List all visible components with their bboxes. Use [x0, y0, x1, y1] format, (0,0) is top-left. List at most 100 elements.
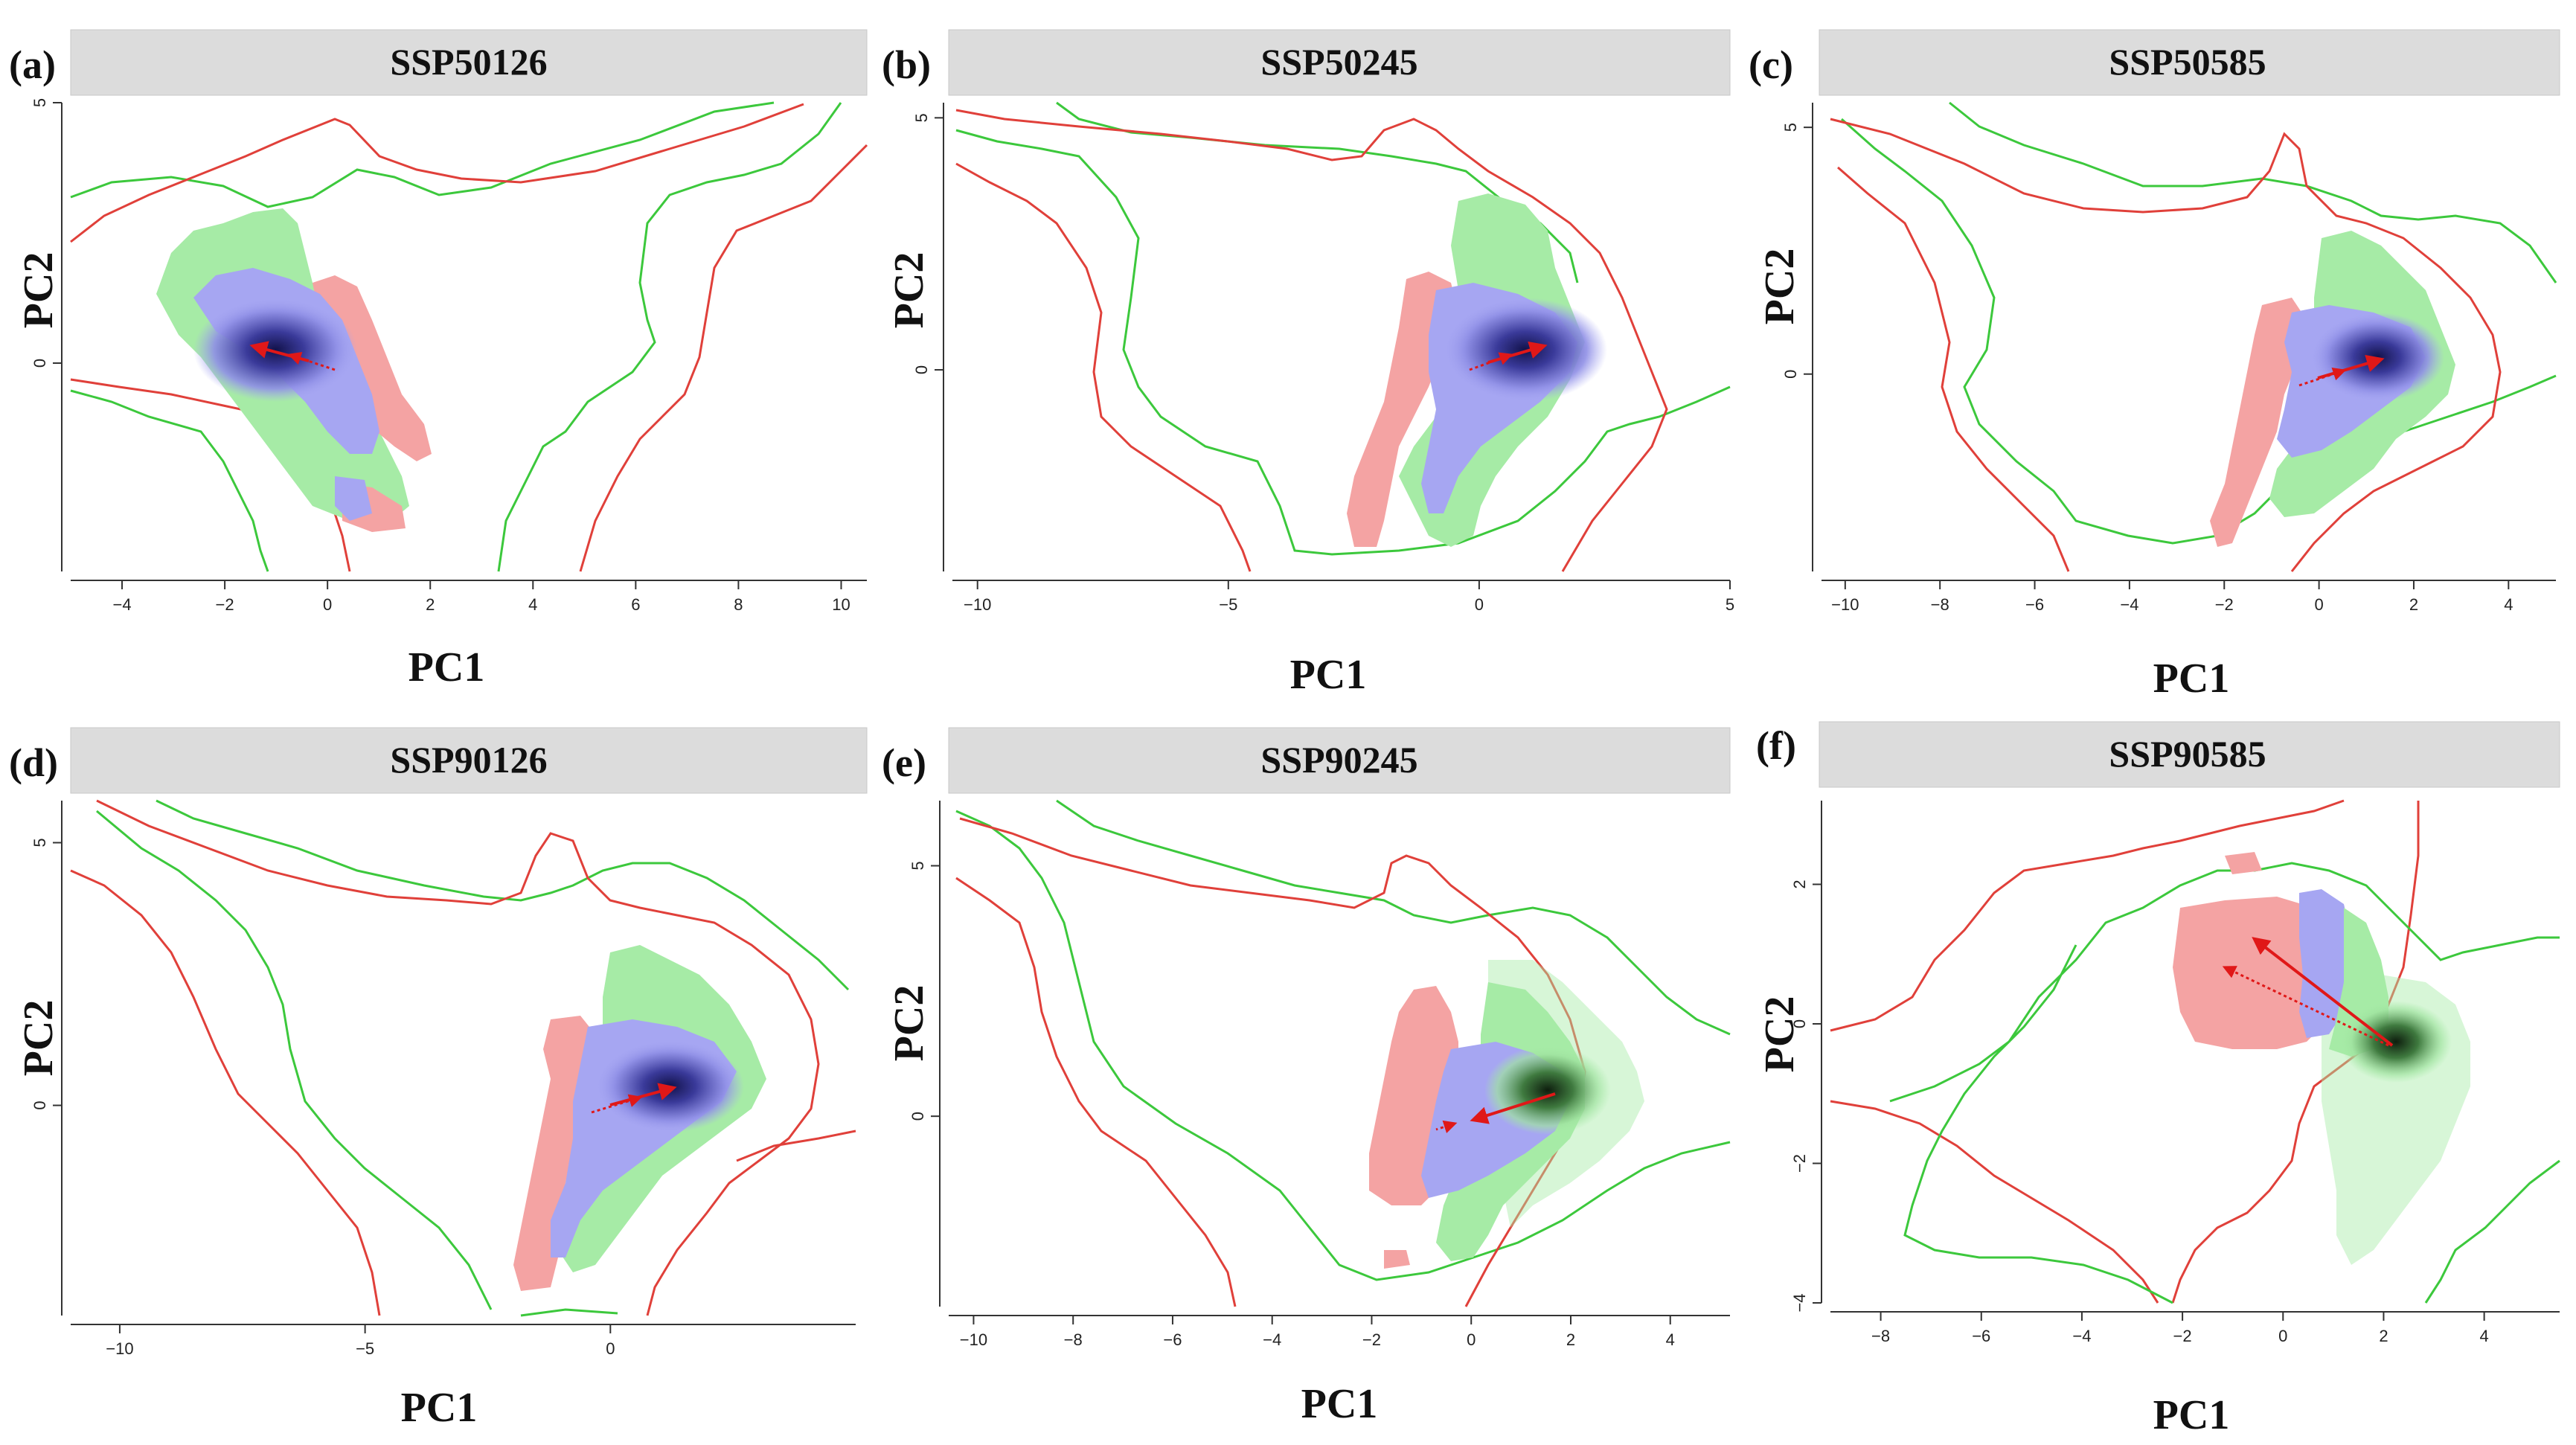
panel-b-arrow [1487, 341, 1548, 364]
panel-c-region-red [2210, 298, 2307, 547]
x-tick-label: 4 [2504, 595, 2513, 614]
x-tick-label: −6 [2025, 595, 2044, 614]
x-tick-label: 10 [832, 595, 850, 614]
panel-a-axes: −4 −2 0 2 4 6 8 10 0 5 [31, 98, 867, 614]
panel-d-region-red [513, 1016, 595, 1291]
panel-d-core [595, 1040, 744, 1132]
panel-c: SSP50585 (c) −10 −8 −6 −4 −2 0 2 4 0 5 PC1 PC2 [1749, 29, 2560, 702]
y-tick-label: 5 [909, 861, 927, 870]
panel-c-ylabel: PC2 [1757, 249, 1803, 325]
panel-a-contour-red-1 [70, 103, 868, 572]
panel-f-strip [1819, 721, 2560, 788]
x-tick-label: −8 [1064, 1330, 1083, 1349]
panel-b-title: SSP50245 [1260, 41, 1417, 83]
y-tick-label: 5 [1781, 123, 1800, 132]
panel-a-contour-green-2 [70, 389, 269, 572]
panel-a-ylabel: PC2 [16, 252, 62, 329]
x-tick-label: 5 [1726, 595, 1734, 614]
panel-b-axes: −10 −5 0 5 0 5 [912, 103, 1734, 614]
y-tick-label: 0 [31, 359, 49, 368]
panel-e-label: (e) [882, 740, 926, 785]
panel-f-xlabel: PC1 [2153, 1392, 2230, 1438]
panel-d-plot [70, 799, 856, 1317]
x-tick-label: 4 [1666, 1330, 1675, 1349]
panel-c-xlabel: PC1 [2153, 656, 2230, 702]
panel-f: SSP90585 (f) −8 −6 −4 −2 0 2 4 −4 −2 0 2 PC1 PC2 [1756, 721, 2560, 1438]
x-tick-label: 2 [2379, 1327, 2388, 1345]
panel-d-ylabel: PC2 [16, 1000, 62, 1077]
panel-d-contour-green-1 [96, 799, 850, 1317]
x-tick-label: −5 [1219, 595, 1237, 614]
y-tick-label: 0 [909, 1112, 927, 1121]
y-tick-label: 5 [31, 98, 49, 107]
x-tick-label: −2 [1362, 1330, 1381, 1349]
panel-a: SSP50126 (a) −4 −2 0 2 4 6 8 10 0 5 PC1 PC2 [9, 29, 868, 691]
panel-e-xlabel: PC1 [1301, 1381, 1378, 1427]
x-tick-label: −4 [2120, 595, 2138, 614]
x-tick-label: 0 [1475, 595, 1484, 614]
panel-f-axes: −8 −6 −4 −2 0 2 4 −4 −2 0 2 [1790, 801, 2560, 1345]
y-tick-label: 0 [1781, 370, 1800, 379]
panel-e-plot [949, 799, 1731, 1307]
x-tick-label: −4 [1263, 1330, 1281, 1349]
x-tick-label: −10 [106, 1339, 133, 1358]
x-tick-label: 0 [2314, 595, 2323, 614]
x-tick-label: −2 [2173, 1327, 2192, 1345]
panel-f-arrow [2252, 937, 2394, 1047]
panel-c-plot-area [1822, 103, 2556, 571]
panel-b: SSP50245 (b) −10 −5 0 5 0 5 PC1 PC2 [882, 29, 1734, 698]
x-tick-label: −10 [964, 595, 991, 614]
panel-a-strip [70, 29, 868, 96]
x-tick-label: −5 [356, 1339, 374, 1358]
panel-c-label: (c) [1749, 42, 1793, 87]
panel-c-strip [1819, 29, 2560, 96]
y-tick-label: 0 [1790, 1019, 1809, 1028]
panel-e-strip [948, 727, 1731, 794]
x-tick-label: −4 [2072, 1327, 2091, 1345]
panel-c-arrow-dotted [2298, 368, 2347, 387]
panel-a-contour-green-1 [70, 101, 842, 572]
y-tick-label: −2 [1790, 1154, 1809, 1173]
x-tick-label: −10 [960, 1330, 987, 1349]
panel-e: SSP90245 (e) −10 −8 −6 −4 −2 0 2 4 0 5 PC1 PC2 [882, 727, 1731, 1427]
panel-d-arrow [609, 1083, 677, 1106]
panel-a-arrow-dotted [287, 352, 336, 371]
x-tick-label: −10 [1831, 595, 1859, 614]
panel-c-plot [1822, 101, 2557, 572]
x-tick-label: 4 [2479, 1327, 2488, 1345]
panel-d-title: SSP90126 [390, 739, 547, 781]
x-tick-label: 6 [631, 595, 640, 614]
panel-f-arrow-dotted [2222, 966, 2389, 1047]
y-tick-label: 5 [912, 113, 931, 122]
panel-e-axes: −10 −8 −6 −4 −2 0 2 4 0 5 [909, 801, 1730, 1349]
x-tick-label: 4 [528, 595, 537, 614]
panel-a-plot [70, 101, 868, 572]
panel-e-plot-area [949, 801, 1730, 1307]
x-tick-label: −6 [1163, 1330, 1182, 1349]
panel-d-axes: −10 −5 0 0 5 [31, 801, 856, 1358]
panel-b-label: (b) [882, 42, 931, 87]
panel-f-region-blue [2299, 889, 2351, 1038]
panel-f-contour-red-1 [1830, 799, 2420, 1304]
x-tick-label: −8 [1931, 595, 1949, 614]
panel-d-xlabel: PC1 [401, 1385, 478, 1431]
panel-d-label: (d) [9, 740, 58, 785]
panel-e-contour-green-1 [955, 799, 1731, 1281]
panel-c-axes: −10 −8 −6 −4 −2 0 2 4 0 5 [1781, 103, 2556, 614]
x-tick-label: 2 [426, 595, 435, 614]
x-tick-label: 2 [2409, 595, 2418, 614]
panel-f-label: (f) [1756, 723, 1796, 768]
panel-b-core [1444, 298, 1607, 402]
x-tick-label: −4 [112, 595, 131, 614]
panel-f-plot [1830, 799, 2560, 1304]
panel-b-xlabel: PC1 [1290, 652, 1367, 698]
panel-e-ylabel: PC2 [886, 985, 932, 1062]
panel-f-ylabel: PC2 [1757, 996, 1803, 1073]
panel-e-arrow [1470, 1092, 1556, 1124]
panel-d-strip [70, 727, 868, 794]
panel-a-arrow [249, 341, 310, 362]
x-tick-label: −6 [1972, 1327, 1990, 1345]
panel-b-contour-red-1 [955, 109, 1668, 572]
panel-f-title: SSP90585 [2109, 733, 2266, 775]
